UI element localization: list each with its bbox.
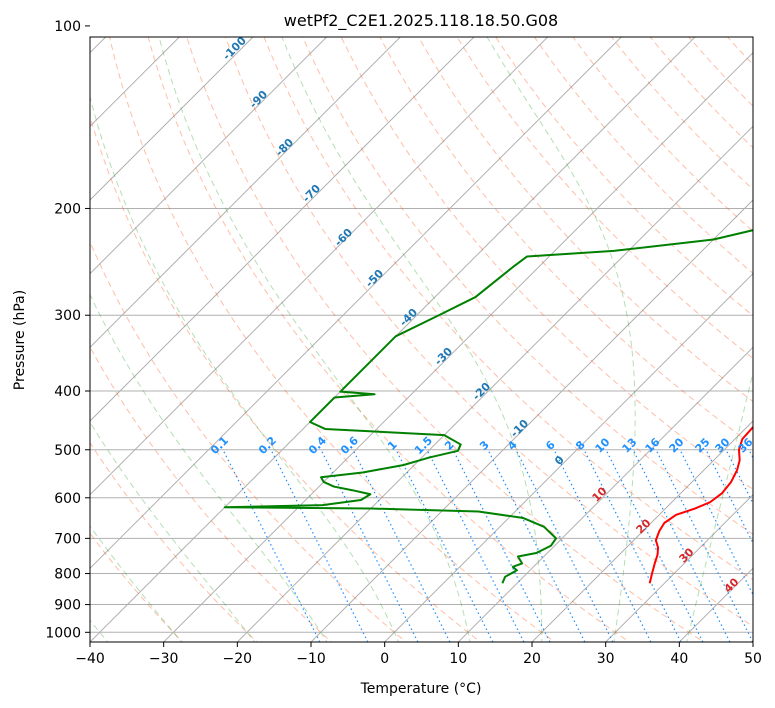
dry-adiabat [90,441,258,642]
x-axis-ticks: −40 −30 −20 −10 0 10 20 30 40 50 [75,642,762,667]
isotherm-line [90,37,328,275]
mixing-ratio-line [656,451,753,642]
sounding-series [223,229,753,584]
isotherm-line [90,37,623,570]
mixing-ratio-line [584,451,682,642]
y-axis-ticks: 100 200 300 400 500 600 700 800 900 1000 [45,19,90,641]
x-tick-label: −40 [75,651,105,667]
mixing-ratio-line [427,451,525,642]
dry-adiabat [263,37,753,581]
temperature-line [648,425,753,584]
y-tick-label: 200 [54,201,81,217]
mixing-ratio-line [633,451,731,642]
pressure-gridlines [90,207,753,633]
plot-content: -100-90-80-70-60-50-40-30-20-10010203040… [90,37,753,642]
dry-adiabat [340,37,753,491]
x-tick-label: 30 [597,651,615,667]
isotherm-line [604,493,753,642]
mixing-ratio-line [516,451,614,642]
mixing-ratio-line [321,451,419,642]
moist-adiabat [90,421,256,642]
y-tick-label: 600 [54,491,81,507]
x-tick-label: 0 [380,651,389,667]
mixing-ratio-line [680,451,753,596]
mixing-ratio-line [606,451,704,642]
dry-adiabat [417,37,753,403]
mixing-ratio-line [453,451,551,642]
skewed-isotherms [90,37,753,642]
isotherm-line [310,199,753,642]
mixing-ratio-line [706,451,753,545]
dry-adiabat [90,346,333,642]
isotherm-line [383,272,753,642]
y-tick-label: 400 [54,384,81,400]
isotherm-line [236,125,753,642]
chart-title: wetPf2_C2E1.2025.118.18.50.G08 [284,11,558,31]
y-tick-label: 1000 [45,625,81,641]
dry-adiabat [186,37,705,642]
moist-adiabats [90,37,753,642]
dewpoint-line [223,229,753,584]
isotherm-line [90,37,696,642]
dry-adiabat [147,37,631,642]
mixing-ratio-line [726,451,753,505]
mixing-ratio-line [396,451,494,642]
isotherm-line [90,37,549,496]
isotherm-line [90,37,254,201]
x-tick-label: 20 [523,651,541,667]
dry-adiabats [90,37,753,642]
x-tick-label: −20 [223,651,253,667]
dry-adiabat [302,37,753,535]
moist-adiabat [90,525,183,642]
y-tick-label: 900 [54,598,81,614]
x-tick-label: −30 [149,651,179,667]
y-tick-label: 100 [54,19,81,35]
dry-adiabat [109,37,556,642]
plot-frame [89,36,754,643]
dry-adiabat [379,37,753,446]
isotherm-line [90,37,402,349]
isotherm-line [90,37,181,128]
mixing-ratio-line [488,451,586,642]
y-tick-label: 500 [54,443,81,459]
moist-adiabat [486,37,636,642]
x-tick-label: −10 [296,651,326,667]
dry-adiabat [90,240,407,642]
isotherm-line [457,346,753,642]
moist-adiabat [90,293,328,642]
mixing-ratio-line [223,451,321,642]
isotherm-line [90,37,475,422]
mixing-ratio-line [353,451,451,642]
mixing-ratio-line [271,451,369,642]
dry-adiabat [224,37,753,627]
y-tick-label: 300 [54,308,81,324]
moist-adiabat [686,370,753,642]
mixing-ratio-line [554,451,652,642]
isotherm-line [162,51,753,642]
y-axis-label: Pressure (hPa) [12,290,28,390]
moist-adiabat [281,37,543,642]
x-tick-label: 50 [744,651,762,667]
y-tick-label: 700 [54,531,81,547]
mixing-ratio-lines [223,451,753,642]
y-tick-label: 800 [54,567,81,583]
x-tick-label: 10 [449,651,467,667]
moist-adiabat [90,94,400,642]
moist-adiabat [158,37,471,642]
x-tick-label: 40 [670,651,688,667]
x-axis-label: Temperature (°C) [360,681,482,697]
isotherm-line [531,420,753,642]
